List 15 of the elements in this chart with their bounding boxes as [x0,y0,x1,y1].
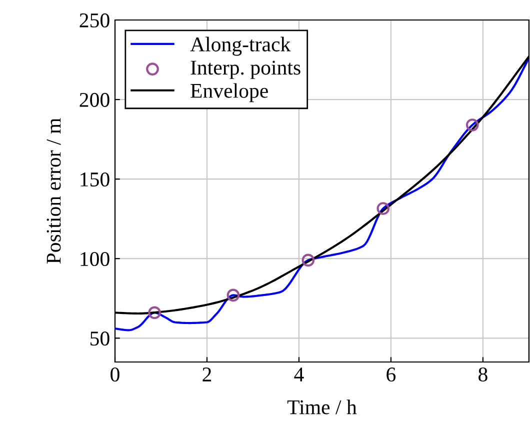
x-axis-title: Time / h [287,400,357,414]
x-tick-label: 2 [202,368,212,382]
legend-label: Interp. points [190,60,300,79]
y-tick-label: 250 [80,13,110,28]
x-tick-label: 6 [386,368,396,382]
y-tick-label: 200 [80,92,110,107]
x-tick-label: 4 [294,368,304,382]
legend-label: Along-track [190,36,291,56]
x-tick-label: 0 [110,367,120,382]
legend-label: Envelope [190,83,268,102]
y-tick-label: 100 [80,252,110,266]
y-tick-label: 150 [80,172,110,187]
y-tick-label: 50 [90,332,110,346]
x-tick-label: 8 [478,367,488,382]
y-axis-title: Position error / m [46,118,61,264]
